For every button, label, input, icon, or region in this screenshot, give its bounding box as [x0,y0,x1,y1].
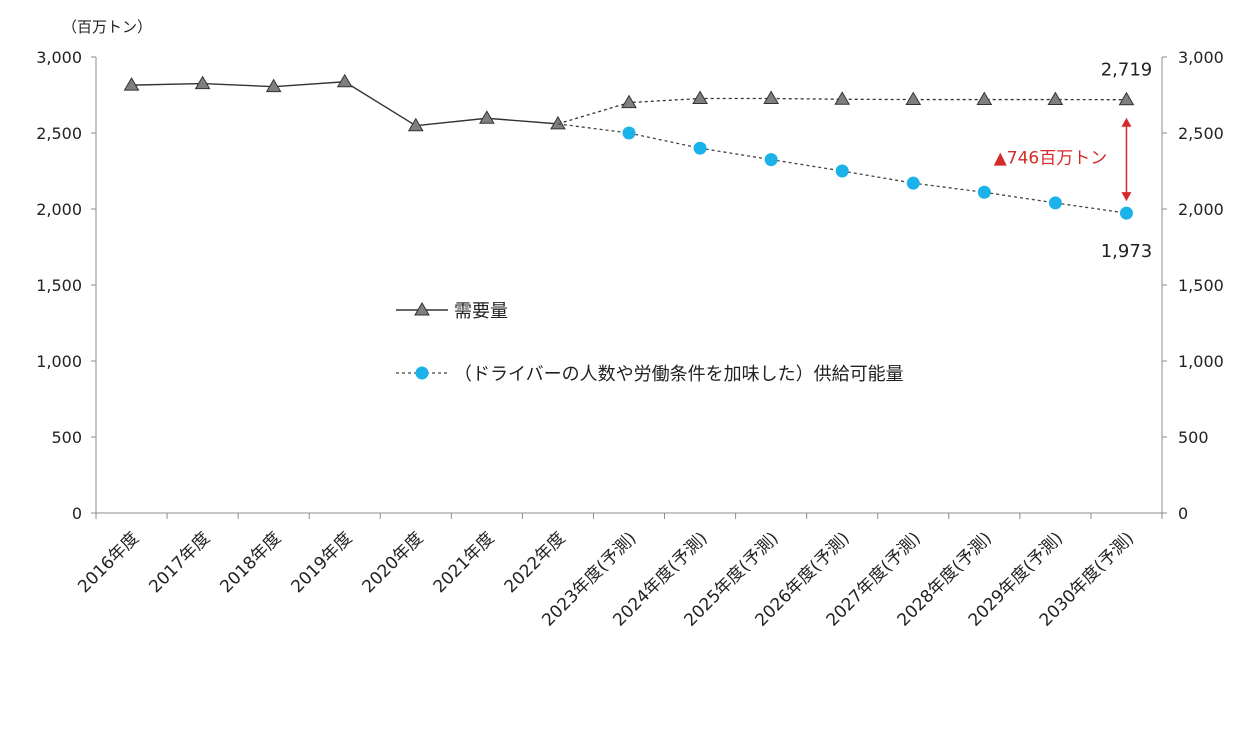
demand-forecast-line [557,97,1127,125]
x-tick-label: 2017年度 [145,528,214,597]
supply-point [1119,206,1133,220]
x-tick-label: 2021年度 [430,528,499,597]
demand-point [976,91,993,106]
x-tick-label: 2018年度 [216,528,285,597]
legend: 需要量 （ドライバーの人数や労働条件を加味した）供給可能量 [396,301,904,385]
y-tick-label-right: 1,000 [1178,352,1224,371]
annotations: 2,719 1,973 ▲746百万トン [994,60,1153,262]
demand-point [336,73,353,88]
y-tick-label-left: 0 [72,504,82,523]
y-tick-label-right: 3,000 [1178,48,1224,67]
supply-point [977,185,991,199]
y-tick-label-right: 1,500 [1178,276,1224,295]
demand-end-label: 2,719 [1101,60,1153,81]
demand-point [834,91,851,105]
axes: （百万トン） 0 0 500 500 1,000 1,000 1,500 1,500 2,000 2… [36,18,1224,631]
demand-point [123,77,140,91]
y-tick-label-left: 2,000 [36,200,82,219]
y-tick-label-left: 3,000 [36,48,82,67]
supply-point [1048,196,1062,210]
demand-point [1118,91,1135,106]
supply-point [764,153,778,167]
demand-point [478,110,495,124]
x-tick-label: 2016年度 [74,528,143,597]
y-tick-label-left: 1,500 [36,276,82,295]
demand-point [407,117,424,132]
demand-point [692,90,708,104]
y-tick-label-right: 0 [1178,504,1188,523]
supply-point [906,176,920,190]
y-tick-label-left: 500 [51,428,82,447]
demand-point [621,94,637,109]
y-tick-label-left: 2,500 [36,124,82,143]
y-axis-unit-label: （百万トン） [62,18,152,36]
demand-point [550,115,566,130]
x-tick-label: 2022年度 [501,528,570,597]
legend-supply-marker [415,366,429,380]
series-layer [123,73,1135,220]
legend-demand-marker [414,302,430,316]
x-tick-label: 2019年度 [287,528,356,597]
series-demand [123,73,1135,132]
demand-point [763,90,780,104]
y-tick-label-right: 500 [1178,428,1209,447]
demand-point [905,91,922,106]
series-supply [557,123,1133,220]
supply-point [622,126,636,140]
gap-label: ▲746百万トン [994,148,1108,168]
y-tick-label-left: 1,000 [36,352,82,371]
demand-point [265,78,282,93]
demand-point [194,75,211,90]
legend-demand-label: 需要量 [454,301,508,322]
gap-arrow-head-up [1121,117,1132,127]
supply-point [835,164,849,178]
gap-arrow-head-down [1121,192,1132,202]
y-tick-label-right: 2,500 [1178,124,1224,143]
x-tick-label: 2020年度 [359,528,428,597]
y-tick-label-right: 2,000 [1178,200,1224,219]
demand-point [1047,91,1064,106]
legend-supply-label: （ドライバーの人数や労働条件を加味した）供給可能量 [454,364,904,385]
supply-point [693,141,707,155]
supply-end-label: 1,973 [1101,241,1153,262]
